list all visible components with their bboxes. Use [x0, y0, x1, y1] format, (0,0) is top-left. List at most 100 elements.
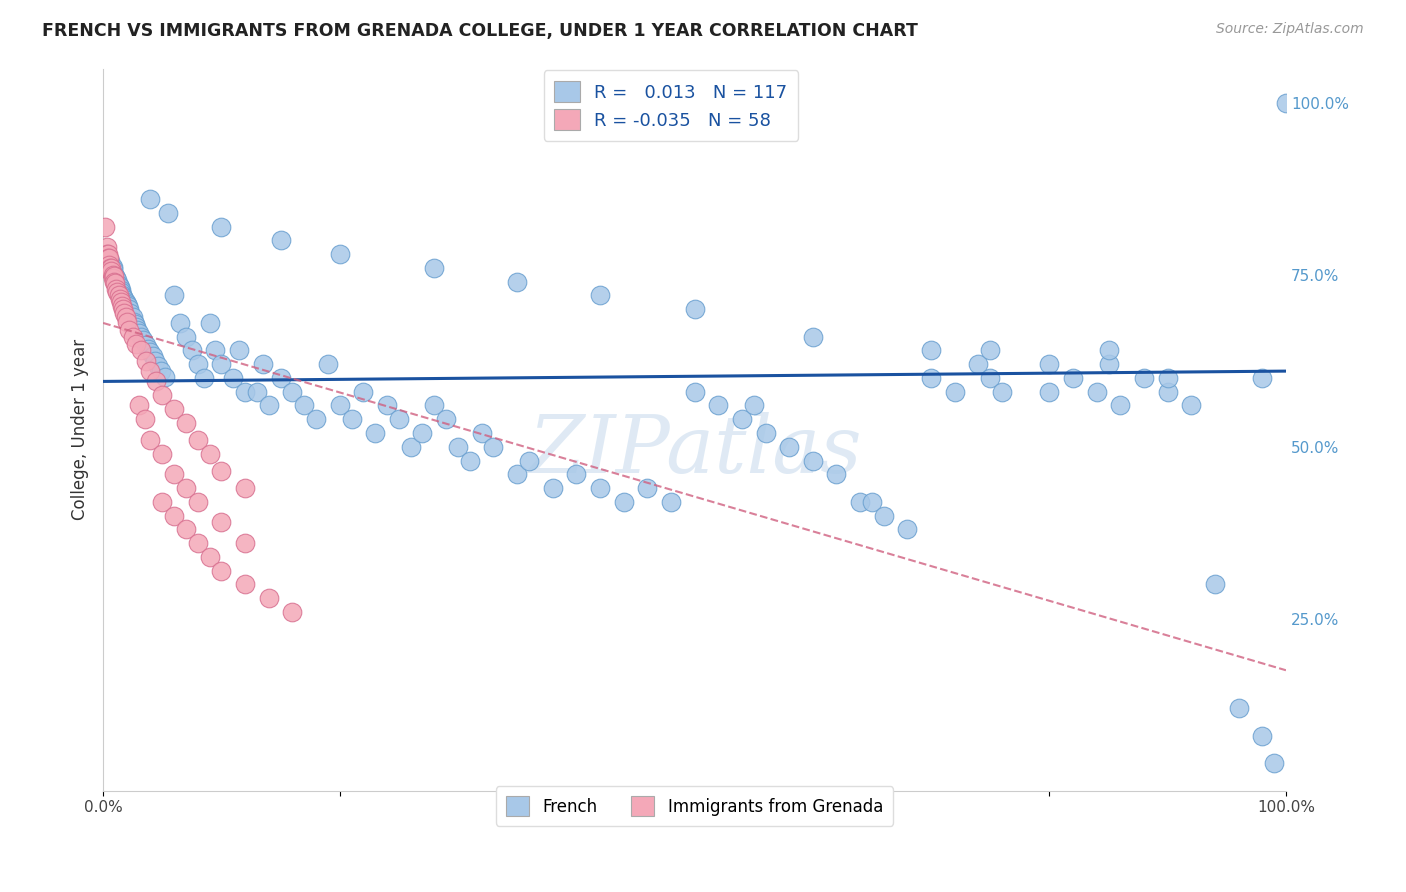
Point	[187, 536, 209, 550]
Point	[920, 371, 942, 385]
Point	[105, 271, 128, 285]
Point	[979, 343, 1001, 358]
Point	[142, 349, 165, 363]
Point	[423, 399, 446, 413]
Point	[101, 260, 124, 274]
Point	[135, 353, 157, 368]
Point	[180, 343, 202, 358]
Point	[399, 440, 422, 454]
Point	[163, 467, 186, 482]
Point	[129, 343, 152, 358]
Point	[1156, 384, 1178, 399]
Point	[458, 453, 481, 467]
Point	[1180, 399, 1202, 413]
Point	[103, 269, 125, 284]
Point	[101, 262, 124, 277]
Point	[169, 316, 191, 330]
Point	[112, 302, 135, 317]
Point	[270, 234, 292, 248]
Point	[209, 516, 232, 530]
Point	[98, 251, 121, 265]
Point	[145, 375, 167, 389]
Point	[233, 384, 256, 399]
Point	[143, 353, 166, 368]
Point	[257, 591, 280, 605]
Point	[97, 247, 120, 261]
Point	[1097, 343, 1119, 358]
Point	[135, 338, 157, 352]
Point	[193, 371, 215, 385]
Point	[150, 495, 173, 509]
Point	[1204, 577, 1226, 591]
Point	[979, 371, 1001, 385]
Point	[125, 320, 148, 334]
Point	[659, 495, 682, 509]
Point	[96, 247, 118, 261]
Point	[94, 219, 117, 234]
Point	[103, 268, 125, 282]
Point	[613, 495, 636, 509]
Point	[1038, 384, 1060, 399]
Point	[122, 315, 145, 329]
Point	[447, 440, 470, 454]
Point	[150, 364, 173, 378]
Point	[589, 288, 612, 302]
Point	[103, 271, 125, 285]
Point	[104, 276, 127, 290]
Point	[105, 273, 128, 287]
Point	[506, 275, 529, 289]
Point	[112, 292, 135, 306]
Point	[187, 433, 209, 447]
Point	[683, 384, 706, 399]
Point	[683, 302, 706, 317]
Point	[352, 384, 374, 399]
Point	[174, 416, 197, 430]
Point	[96, 251, 118, 265]
Y-axis label: College, Under 1 year: College, Under 1 year	[72, 339, 89, 520]
Point	[541, 481, 564, 495]
Point	[1085, 384, 1108, 399]
Point	[103, 275, 125, 289]
Point	[98, 258, 121, 272]
Point	[707, 399, 730, 413]
Point	[636, 481, 658, 495]
Point	[423, 260, 446, 275]
Point	[174, 522, 197, 536]
Point	[967, 357, 990, 371]
Point	[1133, 371, 1156, 385]
Point	[98, 262, 121, 277]
Point	[292, 399, 315, 413]
Point	[101, 271, 124, 285]
Point	[233, 481, 256, 495]
Point	[132, 333, 155, 347]
Point	[118, 323, 141, 337]
Point	[233, 536, 256, 550]
Point	[110, 285, 132, 299]
Point	[110, 295, 132, 310]
Point	[849, 495, 872, 509]
Point	[153, 369, 176, 384]
Point	[174, 329, 197, 343]
Point	[506, 467, 529, 482]
Point	[121, 329, 143, 343]
Point	[97, 251, 120, 265]
Point	[411, 425, 433, 440]
Point	[517, 453, 540, 467]
Point	[104, 273, 127, 287]
Point	[388, 412, 411, 426]
Point	[233, 577, 256, 591]
Point	[316, 357, 339, 371]
Point	[471, 425, 494, 440]
Point	[139, 364, 162, 378]
Point	[375, 399, 398, 413]
Point	[860, 495, 883, 509]
Point	[163, 508, 186, 523]
Point	[187, 495, 209, 509]
Point	[1251, 371, 1274, 385]
Point	[105, 275, 128, 289]
Point	[107, 278, 129, 293]
Point	[340, 412, 363, 426]
Point	[825, 467, 848, 482]
Point	[257, 399, 280, 413]
Point	[731, 412, 754, 426]
